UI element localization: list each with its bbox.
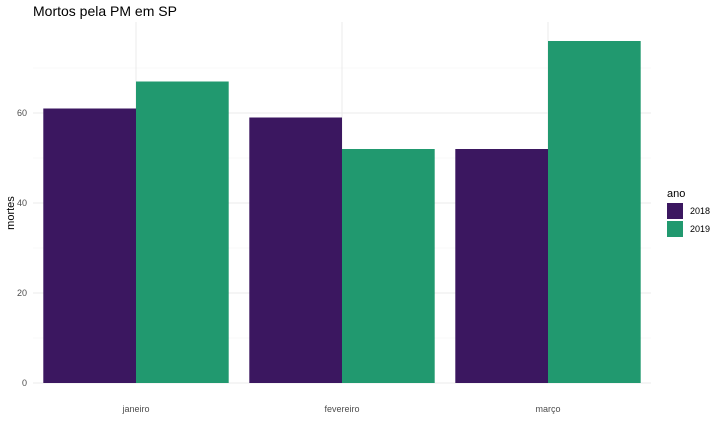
y-tick-label: 40 (17, 198, 27, 208)
legend-key-2019 (667, 221, 683, 237)
y-tick-label: 20 (17, 288, 27, 298)
x-tick-label: janeiro (121, 404, 149, 414)
y-tick-label: 0 (22, 378, 27, 388)
legend-label-2019: 2019 (690, 224, 710, 234)
bar-2019-março (548, 41, 641, 383)
y-tick-label: 60 (17, 108, 27, 118)
chart-title: Mortos pela PM em SP (33, 3, 177, 19)
legend-title: ano (667, 188, 685, 200)
legend-label-2018: 2018 (690, 206, 710, 216)
x-tick-label: março (535, 404, 560, 414)
y-tick-labels: 0 20 40 60 (17, 108, 27, 388)
x-tick-label: fevereiro (324, 404, 359, 414)
bar-2018-março (455, 149, 548, 383)
bars-layer (43, 41, 641, 383)
legend: ano 2018 2019 (667, 188, 710, 237)
bar-2019-fevereiro (342, 149, 435, 383)
bar-2019-janeiro (136, 81, 229, 383)
x-tick-labels: janeiro fevereiro março (121, 404, 560, 414)
bar-2018-fevereiro (249, 117, 342, 383)
bar-2018-janeiro (43, 108, 136, 383)
y-axis-title: mortes (5, 196, 17, 230)
legend-key-2018 (667, 203, 683, 219)
